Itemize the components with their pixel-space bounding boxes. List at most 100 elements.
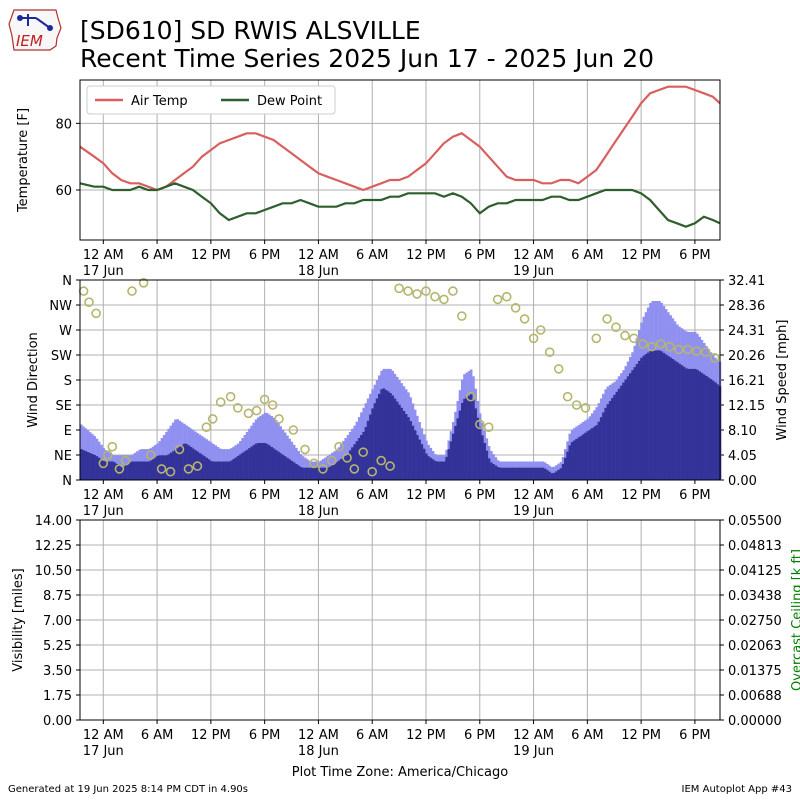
wind-speed-bar <box>434 460 437 480</box>
x-tick-date-label: 19 Jun <box>513 264 554 279</box>
x-tick-label: 12 PM <box>191 248 231 263</box>
wind-speed-bar <box>564 457 567 480</box>
wind-speed-bar <box>124 465 128 480</box>
wind-speed-bar <box>375 398 379 480</box>
wind-direction-marker <box>334 441 344 452</box>
wind-speed-bar <box>597 421 601 480</box>
wind-speed-bar <box>149 460 153 480</box>
app-credit: IEM Autoplot App #43 <box>681 784 792 795</box>
wind-speed-bar <box>550 473 554 480</box>
wind-speed-bar <box>111 461 114 480</box>
wind-speed-bar <box>664 354 668 480</box>
wind-direction-marker <box>318 464 328 474</box>
wind-speed-bar <box>568 445 572 480</box>
wind-direction-marker <box>225 391 236 402</box>
wind-speed-bar <box>696 369 699 480</box>
y-tick-label: 60 <box>55 184 72 199</box>
wind-direction-marker <box>138 277 149 288</box>
wind-speed-bar <box>503 467 507 480</box>
wind-speed-bar <box>398 404 401 480</box>
wind-speed-bar <box>373 403 377 480</box>
wind-speed-bar <box>389 393 392 480</box>
y-tick-label: 80 <box>55 117 72 132</box>
y2-tick-label: 0.01375 <box>728 664 782 679</box>
y2-tick-label: 20.26 <box>728 349 765 364</box>
wind-speed-bar <box>140 461 144 480</box>
wind-speed-bar <box>360 435 363 480</box>
wind-speed-bar <box>136 461 139 480</box>
wind-speed-bar <box>532 467 536 480</box>
wind-speed-bar <box>382 388 386 480</box>
wind-speed-bar <box>407 417 410 480</box>
wind-speed-bar <box>537 467 540 480</box>
wind-direction-marker <box>309 458 319 469</box>
wind-speed-bar <box>310 467 314 480</box>
wind-direction-marker <box>691 346 702 356</box>
y2-tick-label: 0.03438 <box>728 589 782 604</box>
wind-speed-bar <box>525 467 529 480</box>
wind-speed-bar <box>436 461 439 480</box>
y2-tick-label: 32.41 <box>728 274 765 289</box>
wind-direction-marker <box>114 464 125 474</box>
wind-speed-bar <box>626 376 630 480</box>
wind-speed-bar <box>689 368 693 480</box>
wind-speed-bar <box>422 448 426 480</box>
wind-speed-bar <box>638 360 641 480</box>
wind-speed-bar <box>286 457 289 480</box>
wind-speed-bar <box>169 452 173 480</box>
wind-speed-bar <box>290 460 294 480</box>
wind-speed-bar <box>371 408 374 480</box>
wind-speed-bar <box>250 446 253 480</box>
wind-speed-bar <box>555 471 558 480</box>
wind-speed-bar <box>158 455 161 480</box>
wind-speed-bar <box>84 451 88 480</box>
wind-direction-marker <box>174 444 185 455</box>
wind-speed-bar <box>207 459 211 480</box>
wind-speed-bar <box>611 397 614 480</box>
gust-bar <box>295 447 298 480</box>
wind-speed-bar <box>680 365 684 480</box>
wind-direction-marker <box>611 322 621 333</box>
wind-direction-marker <box>376 455 387 466</box>
y-axis-label-wind-direction: Wind Direction <box>26 332 41 428</box>
y2-tick-label: 0.00000 <box>728 714 782 729</box>
wind-speed-bar <box>586 431 589 480</box>
wind-direction-marker <box>91 308 101 319</box>
wind-direction-marker <box>682 344 693 355</box>
generated-timestamp: Generated at 19 Jun 2025 8:14 PM CDT in … <box>8 784 249 795</box>
x-tick-label: 12 AM <box>298 248 339 263</box>
wind-direction-marker <box>156 464 167 474</box>
wind-speed-bar <box>120 467 123 480</box>
wind-speed-bar <box>575 439 578 480</box>
wind-speed-bar <box>608 401 612 480</box>
wind-speed-bar <box>82 450 85 480</box>
y2-tick-label: 0.02750 <box>728 614 782 629</box>
wind-direction-marker <box>103 450 113 460</box>
wind-direction-marker <box>519 314 530 324</box>
wind-direction-marker <box>412 289 422 299</box>
wind-speed-bar <box>622 382 625 480</box>
wind-speed-bar <box>384 389 388 480</box>
series-line-dew-point <box>79 182 721 228</box>
wind-speed-bar <box>703 374 706 480</box>
gust-bar <box>279 426 282 480</box>
x-tick-label: 6 PM <box>679 488 710 503</box>
wind-direction-marker <box>629 333 639 344</box>
wind-speed-bar <box>337 460 341 480</box>
gust-bar <box>290 441 294 480</box>
wind-speed-bar <box>297 465 300 480</box>
wind-speed-bar <box>655 350 659 480</box>
wind-speed-bar <box>559 468 563 480</box>
wind-speed-bar <box>100 459 103 480</box>
wind-speed-bar <box>452 433 455 480</box>
wind-speed-bar <box>129 462 132 480</box>
x-tick-label: 12 PM <box>406 728 446 743</box>
wind-speed-bar <box>577 437 581 480</box>
wind-speed-bar <box>236 455 240 480</box>
x-tick-label: 12 AM <box>298 728 339 743</box>
x-tick-label: 6 PM <box>249 248 280 263</box>
x-tick-label: 6 AM <box>356 728 389 743</box>
wind-direction-marker <box>385 461 395 471</box>
